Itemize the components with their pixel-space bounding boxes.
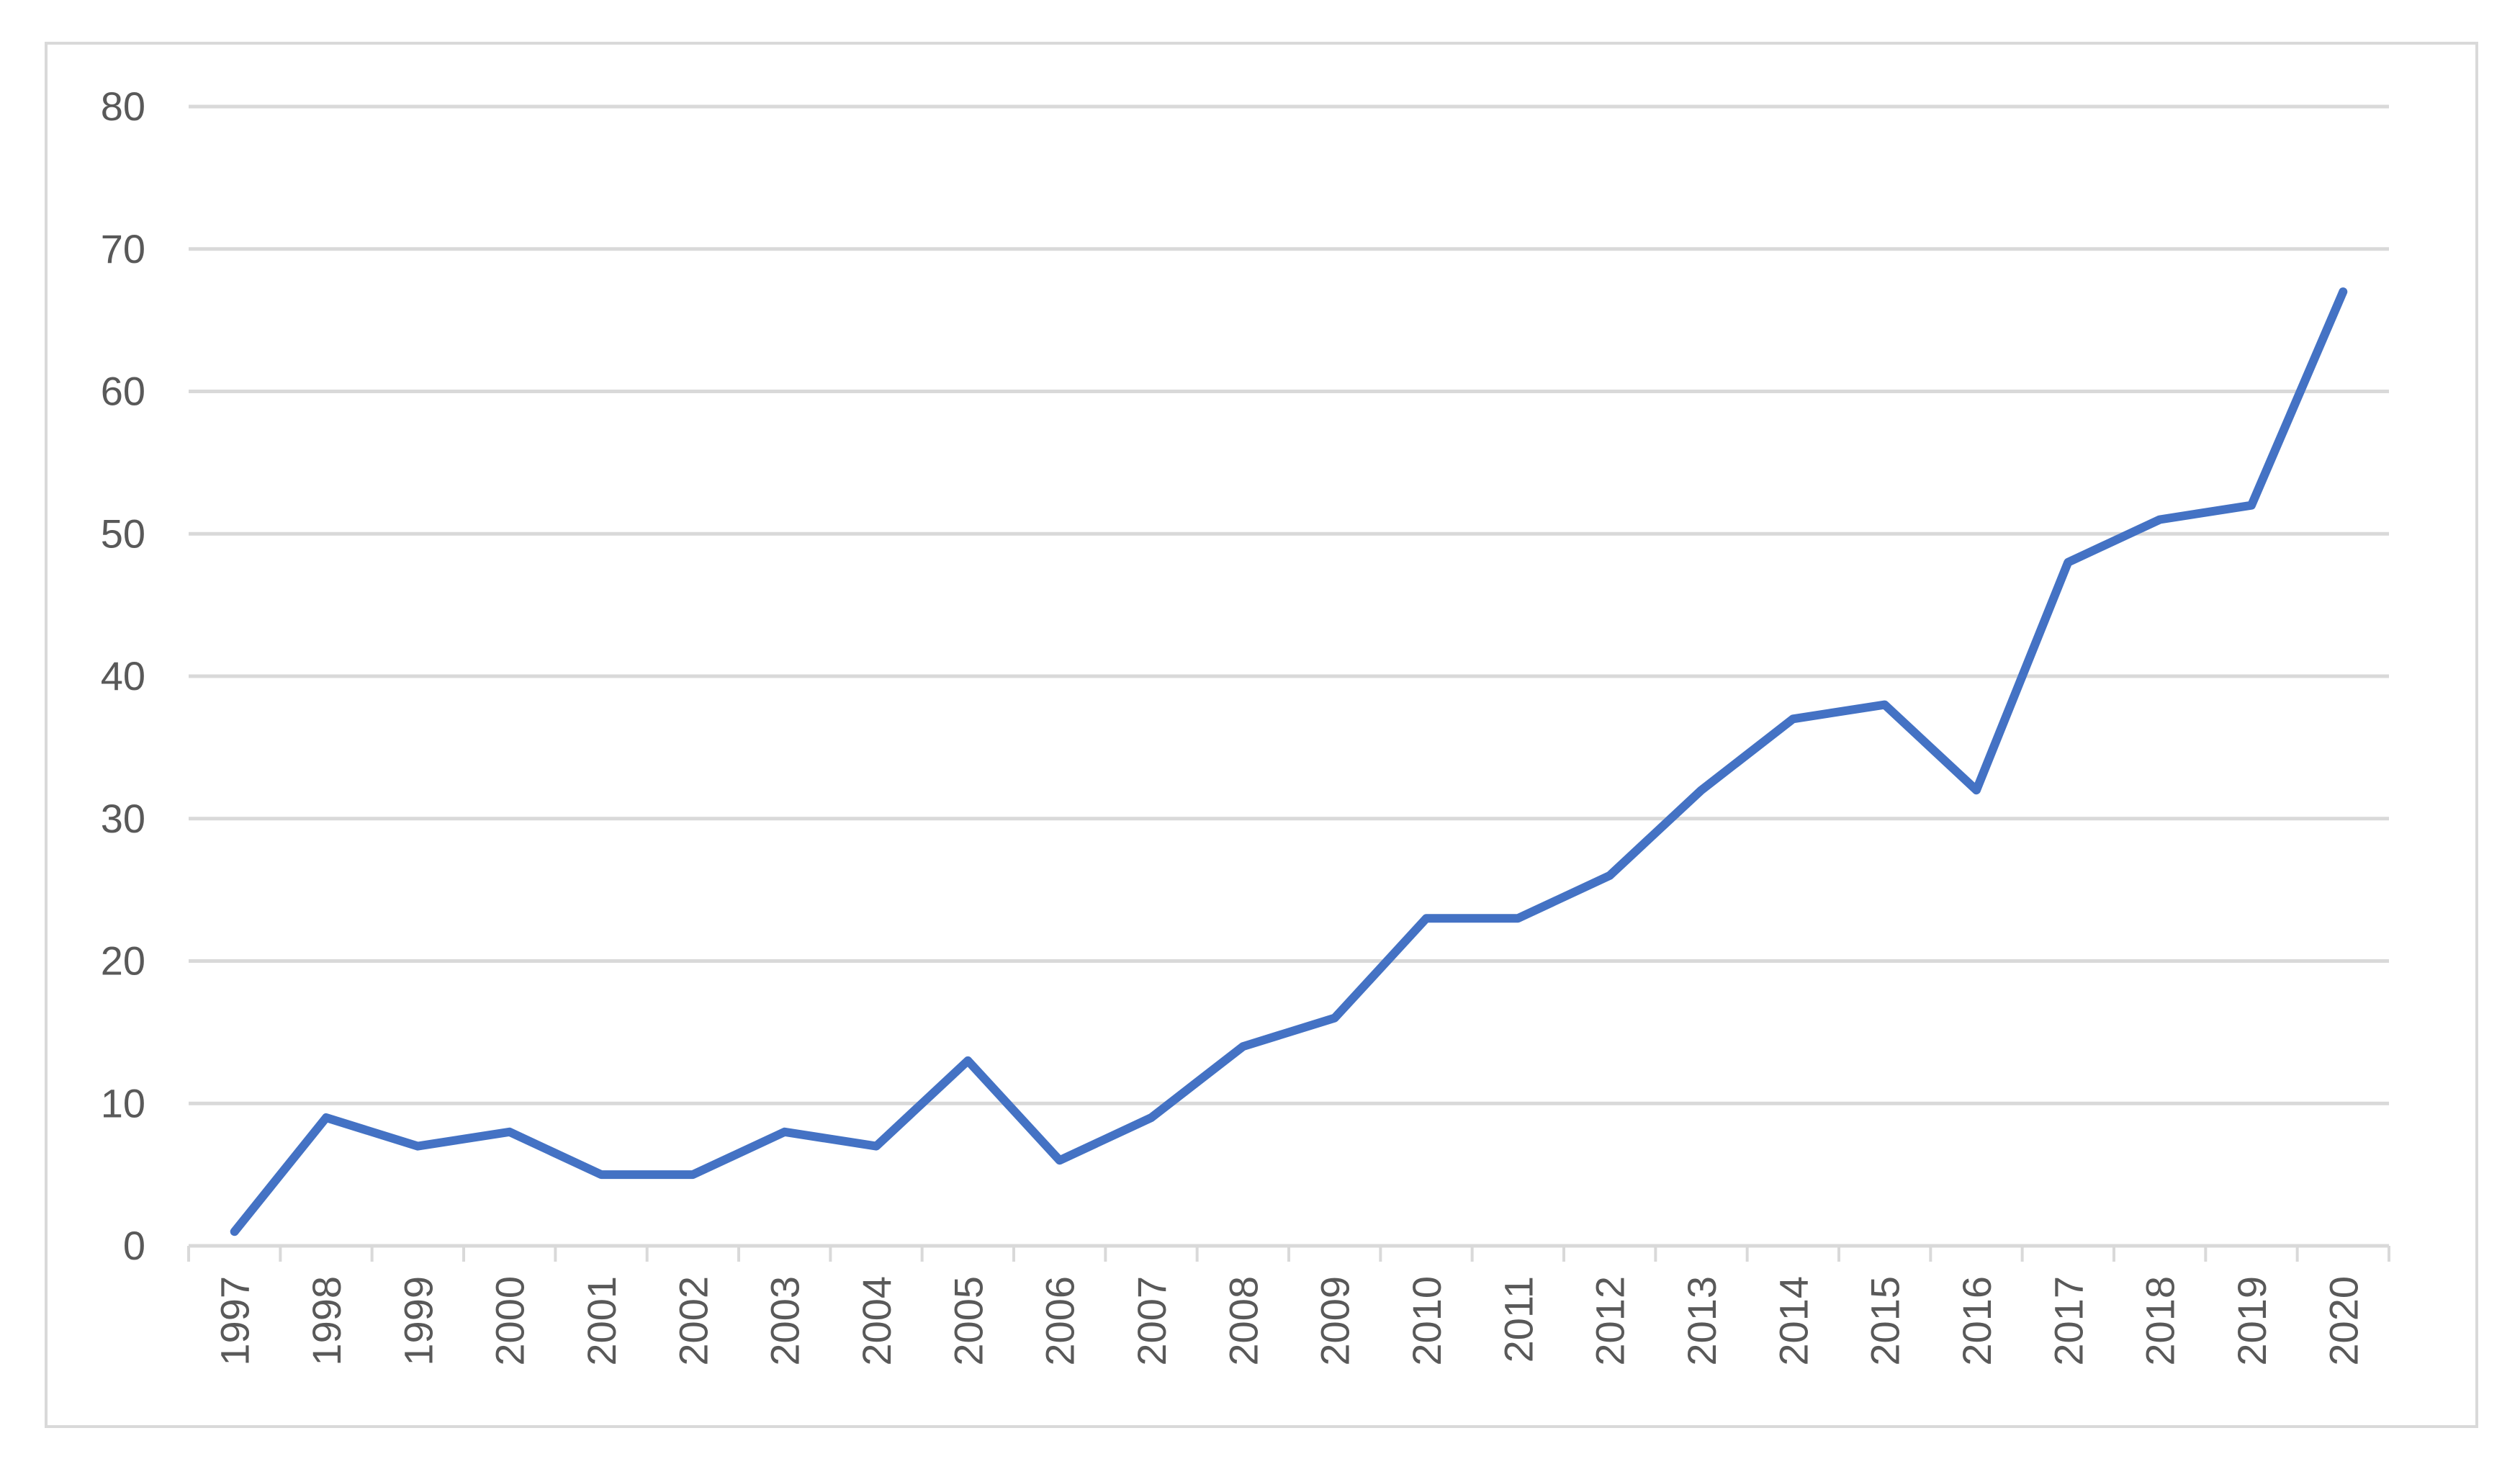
line-chart: 0 10 20 30 40 50 60 70 80 1997 1998 1999 2000 2001 20… — [101, 84, 2390, 1366]
gridlines — [189, 104, 2389, 1105]
y-tick-label-70: 70 — [101, 226, 145, 271]
x-tick-label-2013: 2013 — [1679, 1276, 1724, 1366]
series-layer — [230, 287, 2348, 1236]
x-tick-label-2014: 2014 — [1770, 1276, 1816, 1366]
data-point-2020 — [2339, 287, 2347, 296]
data-point-2014 — [1788, 714, 1797, 723]
data-point-2013 — [1697, 786, 1706, 794]
x-tick-label-2009: 2009 — [1313, 1276, 1358, 1366]
x-tick-label-2006: 2006 — [1038, 1276, 1083, 1366]
x-tick-label-2000: 2000 — [487, 1276, 533, 1366]
x-tick-label-2001: 2001 — [579, 1276, 624, 1366]
y-tick-label-60: 60 — [101, 369, 145, 414]
data-point-2005 — [963, 1056, 972, 1065]
data-point-2002 — [688, 1170, 697, 1179]
data-point-2012 — [1606, 871, 1614, 880]
data-point-2004 — [872, 1142, 881, 1151]
x-tick-label-2019: 2019 — [2229, 1276, 2274, 1366]
data-point-2015 — [1881, 701, 1889, 709]
x-tick-label-2005: 2005 — [945, 1276, 991, 1366]
x-tick-label-2004: 2004 — [854, 1276, 899, 1366]
y-axis: 0 10 20 30 40 50 60 70 80 — [101, 84, 145, 1268]
x-tick-label-1999: 1999 — [395, 1276, 441, 1366]
data-point-2000 — [505, 1128, 514, 1136]
y-tick-label-20: 20 — [101, 938, 145, 984]
y-tick-label-0: 0 — [123, 1223, 145, 1268]
chart-frame: 0 10 20 30 40 50 60 70 80 1997 1998 1999 2000 2001 20… — [45, 42, 2478, 1428]
y-tick-label-30: 30 — [101, 796, 145, 841]
x-tick-label-2011: 2011 — [1495, 1276, 1541, 1362]
x-axis: 1997 1998 1999 2000 2001 2002 2003 2004 2005 2006… — [187, 1244, 2390, 1366]
x-tick-label-2016: 2016 — [1954, 1276, 1999, 1366]
data-point-2017 — [2064, 558, 2072, 567]
y-tick-label-10: 10 — [101, 1080, 145, 1126]
data-point-2011 — [1513, 914, 1522, 922]
x-tick-label-2003: 2003 — [762, 1276, 808, 1366]
y-tick-label-80: 80 — [101, 84, 145, 129]
data-point-2019 — [2247, 501, 2256, 510]
x-tick-label-2018: 2018 — [2138, 1276, 2183, 1366]
x-tick-label-2010: 2010 — [1404, 1276, 1449, 1366]
data-point-2001 — [597, 1170, 606, 1179]
x-tick-label-2015: 2015 — [1863, 1276, 1908, 1366]
data-point-2007 — [1147, 1113, 1156, 1122]
data-point-2006 — [1056, 1156, 1064, 1164]
y-tick-label-40: 40 — [101, 653, 145, 699]
data-point-1998 — [322, 1113, 330, 1122]
data-point-2010 — [1422, 914, 1431, 922]
data-point-1997 — [230, 1227, 239, 1236]
data-point-2009 — [1331, 1014, 1339, 1023]
data-point-2018 — [2156, 515, 2164, 524]
x-tick-label-2002: 2002 — [670, 1276, 716, 1366]
y-tick-label-50: 50 — [101, 511, 145, 556]
x-tick-label-1997: 1997 — [212, 1276, 258, 1366]
series-line-0 — [230, 287, 2348, 1236]
x-tick-label-2012: 2012 — [1588, 1276, 1633, 1366]
x-tick-label-2007: 2007 — [1129, 1276, 1174, 1366]
x-tick-label-2020: 2020 — [2321, 1276, 2366, 1366]
x-tick-label-2008: 2008 — [1220, 1276, 1266, 1366]
x-tick-label-1998: 1998 — [304, 1276, 349, 1366]
data-point-1999 — [413, 1142, 422, 1151]
data-point-2008 — [1238, 1042, 1247, 1051]
x-tick-label-2017: 2017 — [2046, 1276, 2091, 1366]
data-point-2003 — [780, 1128, 789, 1136]
data-point-2016 — [1972, 786, 1981, 794]
